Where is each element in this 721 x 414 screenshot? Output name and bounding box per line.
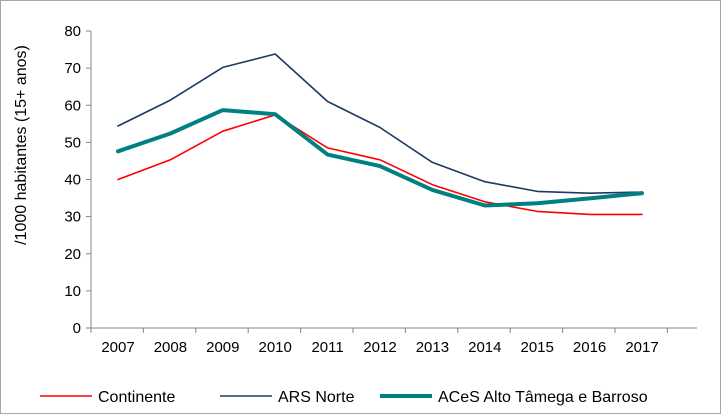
x-tick-label: 2012 [363,339,396,356]
y-tick-label: 0 [73,320,81,337]
x-tick-label: 2007 [101,339,134,356]
series-line-2 [116,108,644,208]
y-tick-label: 80 [64,23,81,40]
x-tick-label: 2008 [154,339,187,356]
x-tick-label: 2016 [573,339,606,356]
legend-label-0: Continente [98,389,175,406]
x-tick-label: 2011 [311,339,343,356]
y-tick-label: 60 [64,97,81,114]
y-tick-label: 20 [64,246,81,263]
legend-label-1: ARS Norte [278,389,355,406]
y-tick-label: 50 [64,134,81,151]
x-tick-label: 2014 [468,339,501,356]
y-axis-title: /1000 habitantes (15+ anos) [13,45,30,245]
legend-label-2: ACeS Alto Tâmega e Barroso [438,389,648,406]
axes [86,30,697,333]
y-tick-label: 10 [64,283,81,300]
x-tick-label: 2009 [206,339,239,356]
series-line-1 [117,53,643,194]
y-tick-label: 30 [64,209,81,226]
series-lines [116,53,644,216]
x-tick-label: 2010 [259,339,292,356]
x-tick-label: 2013 [416,339,449,356]
x-tick-label: 2015 [521,339,554,356]
legend: Continente ARS Norte ACeS Alto Tâmega e Ba… [40,389,648,406]
x-tick-label: 2017 [625,339,658,356]
y-tick-labels: 0 10 20 30 40 50 60 70 80 [64,23,81,337]
series-line-0 [117,114,643,216]
x-tick-labels: 2007 2008 2009 2010 2011 2012 2013 2014 2015 2016… [101,339,658,356]
y-tick-label: 40 [64,172,81,189]
y-tick-label: 70 [64,60,81,77]
